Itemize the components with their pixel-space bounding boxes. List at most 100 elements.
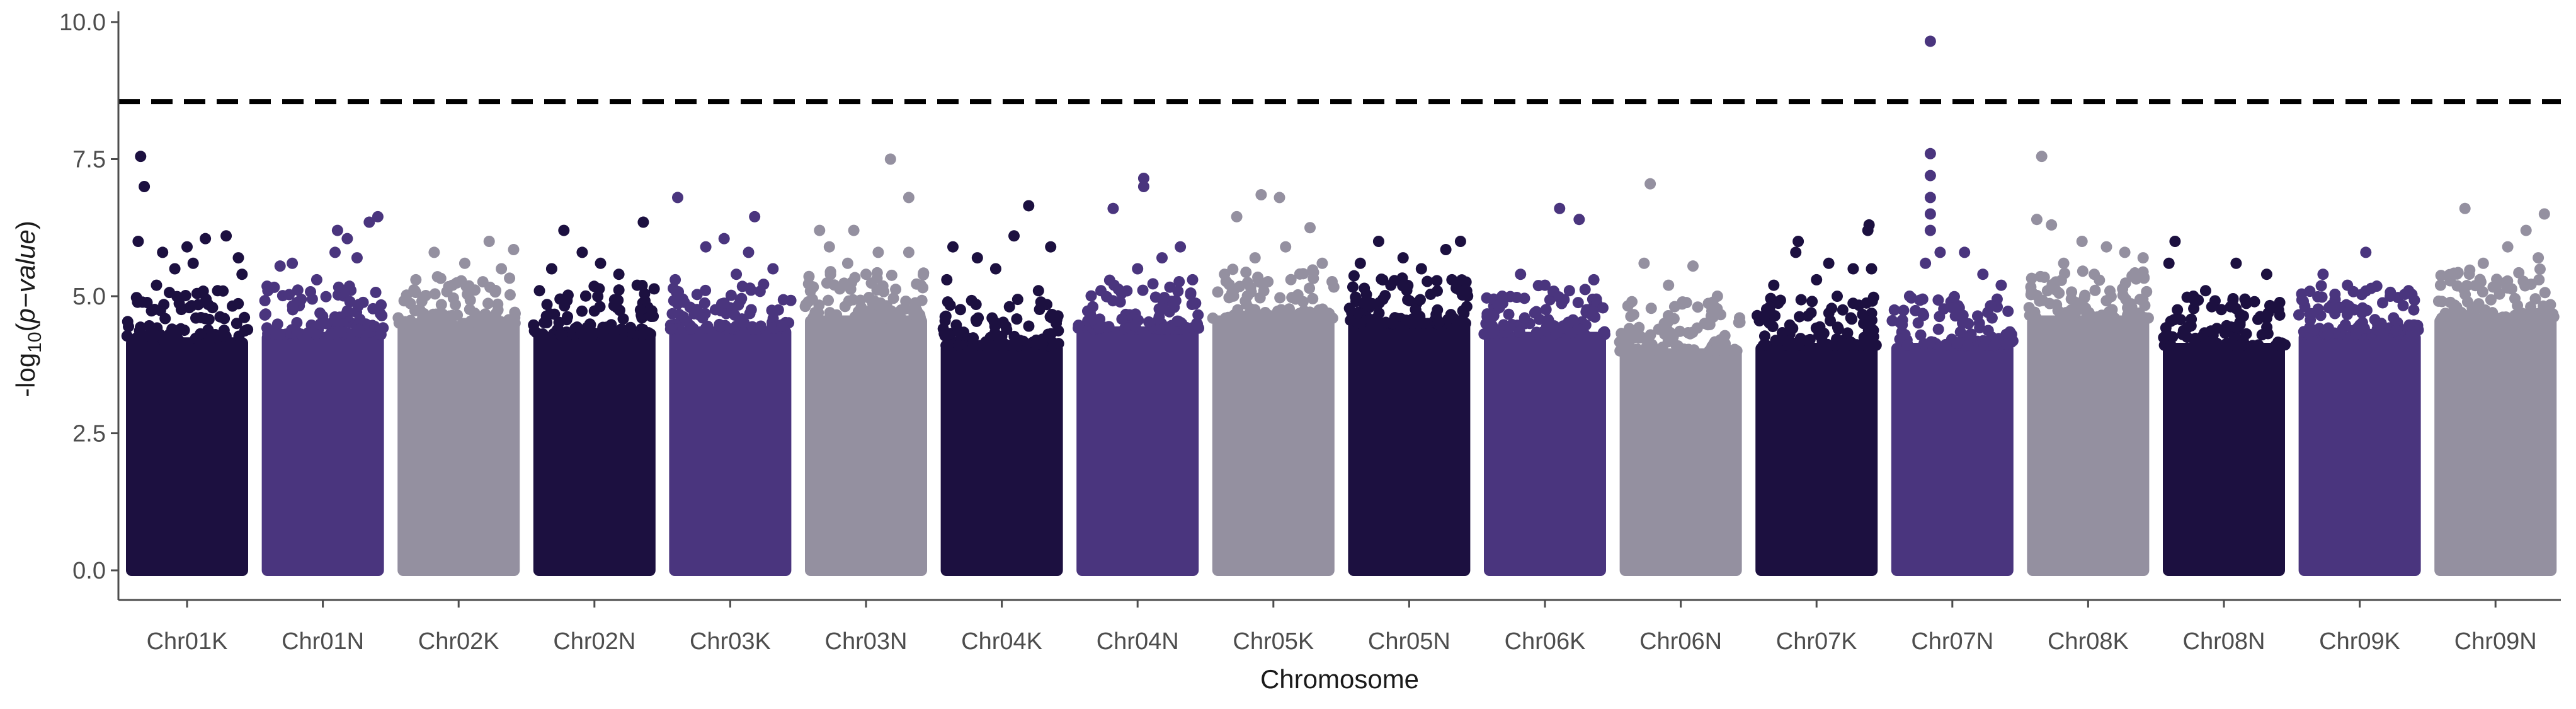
point [673, 285, 685, 297]
point [1186, 299, 1198, 311]
point [1073, 320, 1085, 331]
point-band [1076, 326, 1199, 576]
x-tick-label: Chr01K [147, 628, 228, 655]
point [320, 291, 332, 303]
point [2432, 295, 2444, 307]
point [2444, 296, 2456, 308]
point [2519, 280, 2531, 292]
point [2408, 294, 2420, 306]
point [199, 313, 211, 325]
point [2203, 339, 2215, 351]
point [2477, 257, 2489, 269]
point [1641, 332, 1653, 344]
point [915, 279, 927, 291]
point [1171, 315, 1183, 327]
point [1087, 301, 1099, 313]
point [1153, 303, 1165, 315]
point [376, 309, 388, 321]
point [1662, 309, 1674, 321]
point [1519, 292, 1530, 304]
point [991, 340, 1003, 352]
point [1462, 290, 1474, 302]
point [495, 316, 507, 328]
point [700, 284, 712, 296]
point [1711, 291, 1723, 302]
point [2228, 340, 2240, 352]
point [1354, 257, 1366, 269]
x-tick-label: Chr03N [825, 628, 908, 655]
point [857, 310, 869, 322]
point [1297, 296, 1309, 308]
point [181, 241, 193, 253]
point [1023, 200, 1035, 212]
point [2317, 268, 2329, 280]
point [1790, 246, 1802, 258]
point [496, 263, 508, 275]
point [2199, 285, 2211, 297]
point [909, 304, 921, 316]
point [158, 299, 170, 311]
point [865, 277, 877, 289]
point [1432, 304, 1444, 316]
point [1553, 291, 1565, 303]
point [576, 305, 588, 317]
point [428, 246, 440, 258]
point [1513, 326, 1525, 338]
point [1702, 297, 1714, 309]
point [671, 192, 683, 204]
point [1653, 323, 1665, 335]
point [1917, 293, 1929, 305]
point [1207, 312, 1219, 324]
point [354, 313, 366, 325]
point [2296, 294, 2308, 306]
point [2385, 291, 2396, 302]
x-tick-label: Chr09K [2319, 628, 2400, 655]
point [1360, 294, 1372, 306]
point [1297, 268, 1309, 280]
point [1759, 309, 1771, 321]
point [1343, 303, 1355, 314]
point [1414, 294, 1426, 306]
point [2036, 151, 2048, 163]
point [1847, 297, 1859, 309]
point [828, 310, 840, 322]
point [162, 334, 174, 346]
point [1280, 241, 1292, 253]
point [1729, 343, 1741, 355]
point-band [1891, 342, 2014, 576]
point [1866, 339, 1878, 351]
point [2458, 283, 2470, 295]
point [867, 298, 879, 310]
point [887, 292, 899, 304]
point [220, 230, 232, 242]
point [2473, 298, 2485, 310]
point [941, 274, 953, 285]
point-band [940, 342, 1063, 576]
point [545, 263, 557, 275]
point [2435, 270, 2447, 282]
point [1192, 309, 1204, 321]
point [214, 311, 226, 323]
point [2408, 304, 2420, 316]
point [1663, 279, 1675, 291]
point [178, 325, 190, 337]
point [1866, 263, 1878, 275]
point [1304, 222, 1316, 234]
point [1107, 202, 1119, 214]
point [2119, 246, 2131, 258]
point [275, 328, 287, 340]
point [1308, 267, 1319, 279]
point [903, 192, 915, 204]
point [1825, 314, 1837, 326]
point [2459, 202, 2471, 214]
point-band [1484, 331, 1606, 576]
point [2322, 328, 2334, 340]
point [345, 328, 356, 340]
point [242, 324, 254, 336]
point [363, 216, 375, 228]
point [1149, 291, 1161, 303]
point [1787, 337, 1799, 349]
point-band [2163, 342, 2285, 576]
point [377, 322, 389, 334]
point [2403, 319, 2415, 331]
